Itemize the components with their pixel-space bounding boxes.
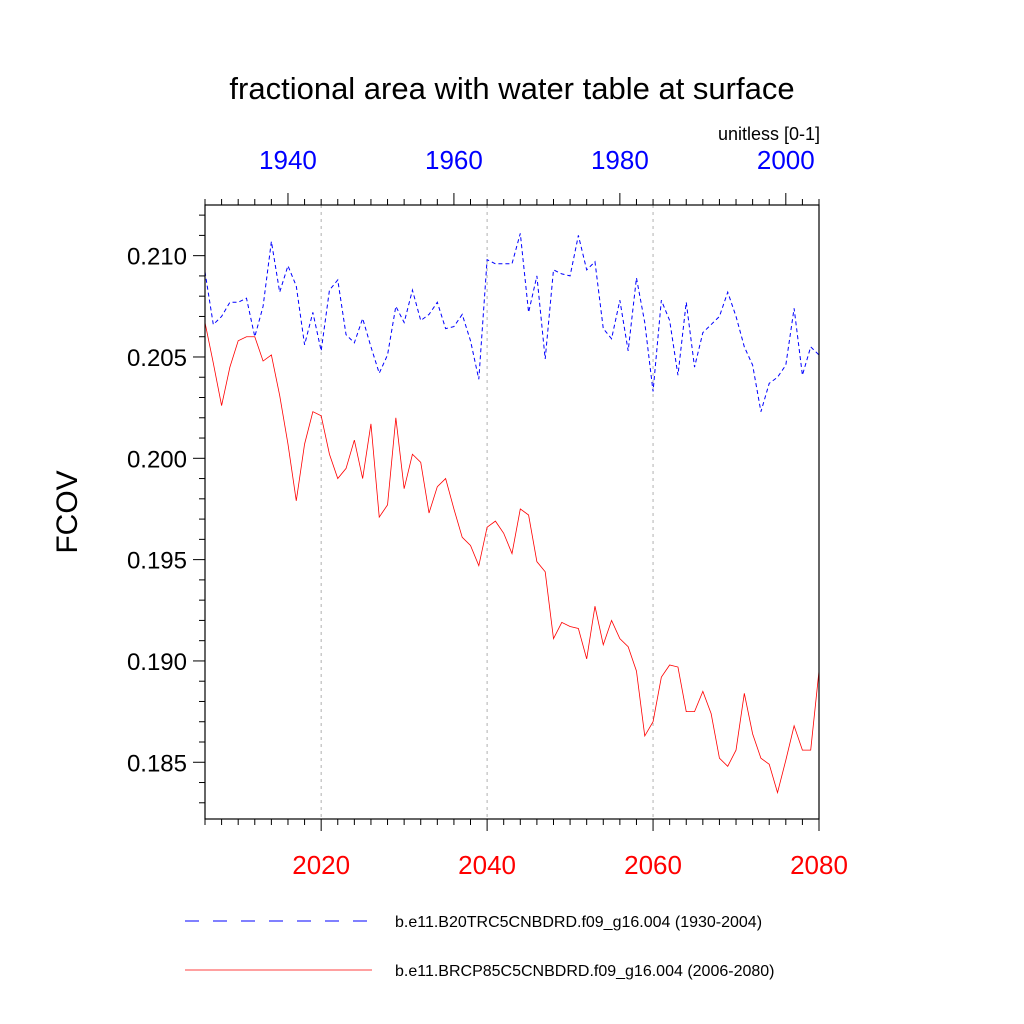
- vertical-gridlines: [320, 205, 654, 819]
- bottom-tick-label: 2060: [624, 850, 682, 880]
- series-line-future: [204, 322, 820, 795]
- plot-frame: [204, 204, 820, 820]
- bottom-tick-label: 2080: [790, 850, 848, 880]
- axes: [193, 193, 820, 831]
- legend: b.e11.B20TRC5CNBDRD.f09_g16.004 (1930-20…: [185, 914, 774, 980]
- top-tick-label: 1940: [259, 145, 317, 175]
- y-tick-label: 0.200: [127, 446, 187, 473]
- bottom-tick-label: 2040: [458, 850, 516, 880]
- y-tick-label: 0.205: [127, 345, 187, 372]
- y-tick-label: 0.210: [127, 244, 187, 271]
- units-label: unitless [0-1]: [718, 124, 820, 144]
- tick-labels: 0.185 0.190 0.195 0.200 0.205 0.210 2020 2040 20…: [127, 145, 848, 880]
- y-tick-label: 0.185: [127, 750, 187, 777]
- y-axis-label: FCOV: [51, 470, 84, 553]
- y-tick-label: 0.195: [127, 548, 187, 575]
- legend-label-historical: b.e11.B20TRC5CNBDRD.f09_g16.004 (1930-20…: [395, 914, 762, 931]
- chart-title: fractional area with water table at surf…: [229, 71, 794, 106]
- top-tick-label: 1980: [591, 145, 649, 175]
- top-tick-label: 1960: [425, 145, 483, 175]
- series-line-historical: [204, 233, 820, 412]
- top-tick-label: 2000: [757, 145, 815, 175]
- y-tick-label: 0.190: [127, 649, 187, 676]
- legend-label-future: b.e11.BRCP85C5CNBDRD.f09_g16.004 (2006-2…: [395, 963, 774, 980]
- bottom-tick-label: 2020: [292, 850, 350, 880]
